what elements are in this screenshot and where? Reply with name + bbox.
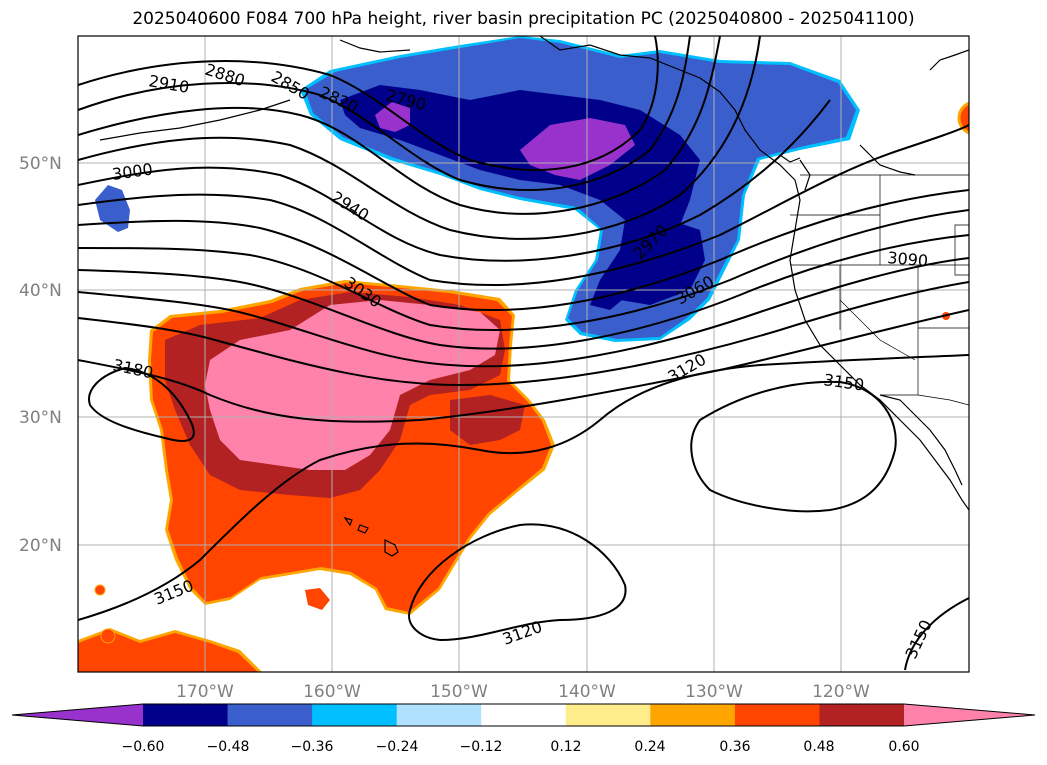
colorbar-tick-label: −0.36	[291, 739, 334, 755]
colorbar-tick-label: 0.48	[803, 739, 834, 755]
colorbar-outline	[11, 703, 1036, 727]
negative-precip-anomaly-region	[95, 36, 860, 342]
colorbar-tick-label: −0.60	[122, 739, 165, 755]
colorbar-segment	[143, 704, 229, 726]
colorbar-segment	[565, 704, 651, 726]
longitude-label: 130°W	[685, 682, 743, 702]
colorbar-tick-label: 0.60	[888, 739, 919, 755]
longitude-label: 150°W	[430, 682, 488, 702]
colorbar-segment	[650, 704, 736, 726]
map-title: 2025040600 F084 700 hPa height, river ba…	[132, 9, 915, 29]
colorbar-tick-label: 0.24	[634, 739, 665, 755]
height-contours	[78, 36, 969, 671]
colorbar-segment	[227, 704, 313, 726]
colorbar-segment	[819, 704, 905, 726]
colorbar-tick-label: −0.48	[207, 739, 250, 755]
graticule	[78, 36, 969, 672]
colorbar-tick-label: −0.24	[376, 739, 419, 755]
longitude-label: 170°W	[176, 682, 234, 702]
colorbar-segment	[312, 704, 398, 726]
map-panel: 2910 2880 2850 2820 2790 3000 2940 3030 …	[78, 36, 969, 672]
longitude-axis: 170°W 160°W 150°W 140°W 130°W 120°W	[176, 682, 870, 702]
latitude-axis: 50°N 40°N 30°N 20°N	[19, 154, 62, 556]
map-frame	[77, 35, 970, 673]
latitude-label: 30°N	[19, 408, 62, 428]
colorbar-extend-min	[12, 704, 143, 726]
colorbar-segment	[396, 704, 482, 726]
latitude-label: 40°N	[19, 281, 62, 301]
colorbar-segment	[481, 704, 567, 726]
colorbar-extend-max	[904, 704, 1035, 726]
colorbar-segment	[734, 704, 820, 726]
colorbar-segments	[12, 704, 1035, 726]
political-boundaries	[790, 174, 969, 406]
colorbar-tick-label: 0.36	[719, 739, 750, 755]
latitude-label: 50°N	[19, 154, 62, 174]
longitude-label: 120°W	[812, 682, 870, 702]
latitude-label: 20°N	[19, 536, 62, 556]
colorbar-tick-label: 0.12	[550, 739, 581, 755]
contour-label: 3090	[887, 248, 929, 270]
longitude-label: 140°W	[558, 682, 616, 702]
longitude-label: 160°W	[303, 682, 361, 702]
colorbar: −0.60 −0.48 −0.36 −0.24 −0.12 0.12 0.24 …	[11, 703, 1036, 755]
colorbar-tick-labels: −0.60 −0.48 −0.36 −0.24 −0.12 0.12 0.24 …	[122, 739, 920, 755]
colorbar-tick-label: −0.12	[460, 739, 503, 755]
